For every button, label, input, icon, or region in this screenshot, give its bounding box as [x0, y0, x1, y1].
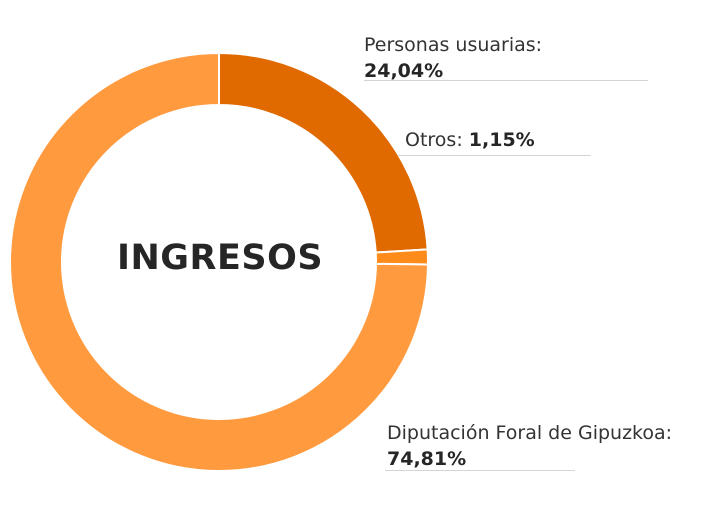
label-rule-diputacion: [385, 470, 575, 471]
chart-title: INGRESOS: [116, 238, 324, 278]
slice-value-otros: 1,15%: [468, 129, 535, 151]
label-otros: Otros: 1,15%: [405, 127, 535, 153]
label-rule-otros: [398, 155, 591, 156]
label-rule-personas-usuarias: [364, 80, 648, 81]
slice-value-personas-usuarias: 24,04%: [364, 60, 444, 82]
slice-name-otros: Otros:: [405, 129, 463, 151]
slice-name-personas-usuarias: Personas usuarias:: [364, 34, 543, 56]
slice-otros: [374, 248, 429, 266]
slice-value-diputacion: 74,81%: [387, 448, 467, 470]
slice-diputacion: [9, 51, 429, 472]
label-personas-usuarias: Personas usuarias: 24,04%: [364, 32, 542, 84]
label-diputacion: Diputación Foral de Gipuzkoa: 74,81%: [387, 420, 672, 472]
slice-name-diputacion: Diputación Foral de Gipuzkoa:: [387, 422, 673, 444]
